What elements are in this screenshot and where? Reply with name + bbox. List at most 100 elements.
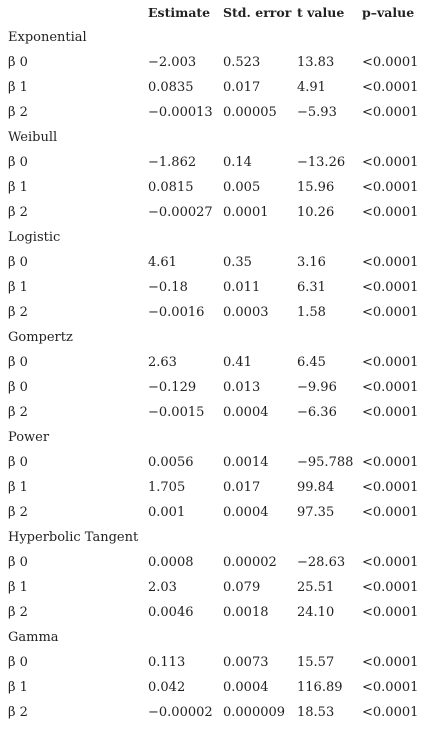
table-row: β 1 1.705 0.017 99.84 <0.0001 <box>0 475 430 500</box>
cell-parameter: β 2 <box>8 205 28 220</box>
cell-estimate: −0.00002 <box>148 705 213 720</box>
cell-parameter: β 2 <box>8 105 28 120</box>
cell-parameter: β 2 <box>8 705 28 720</box>
model-group-row: Gompertz <box>0 325 430 350</box>
cell-parameter: β 2 <box>8 405 28 420</box>
cell-parameter: β 2 <box>8 505 28 520</box>
cell-estimate: −1.862 <box>148 155 197 170</box>
cell-t-value: 4.91 <box>297 80 326 95</box>
cell-estimate: 0.113 <box>148 655 186 670</box>
cell-std-error: 0.0001 <box>223 205 269 220</box>
cell-std-error: 0.0073 <box>223 655 269 670</box>
cell-parameter: β 0 <box>8 455 28 470</box>
cell-std-error: 0.013 <box>223 380 261 395</box>
cell-estimate: −0.0015 <box>148 405 205 420</box>
cell-t-value: 116.89 <box>297 680 343 695</box>
cell-parameter: β 0 <box>8 555 28 570</box>
cell-p-value: <0.0001 <box>362 255 419 270</box>
cell-t-value: 25.51 <box>297 580 335 595</box>
cell-p-value: <0.0001 <box>362 480 419 495</box>
model-name: Exponential <box>8 30 87 45</box>
table-row: β 2 −0.00027 0.0001 10.26 <0.0001 <box>0 200 430 225</box>
cell-p-value: <0.0001 <box>362 155 419 170</box>
cell-t-value: 24.10 <box>297 605 335 620</box>
model-group-row: Hyperbolic Tangent <box>0 525 430 550</box>
table-row: β 2 −0.00002 0.000009 18.53 <0.0001 <box>0 700 430 725</box>
table-row: β 2 0.0046 0.0018 24.10 <0.0001 <box>0 600 430 625</box>
cell-std-error: 0.0004 <box>223 680 269 695</box>
cell-estimate: 1.705 <box>148 480 186 495</box>
table-row: β 0 −2.003 0.523 13.83 <0.0001 <box>0 50 430 75</box>
cell-estimate: −0.129 <box>148 380 197 395</box>
cell-parameter: β 2 <box>8 605 28 620</box>
cell-parameter: β 1 <box>8 80 28 95</box>
cell-t-value: −95.788 <box>297 455 354 470</box>
cell-estimate: 0.0056 <box>148 455 194 470</box>
cell-estimate: −0.00027 <box>148 205 213 220</box>
cell-t-value: 18.53 <box>297 705 335 720</box>
table-header-row: Estimate Std. error t value p–value <box>0 0 430 25</box>
cell-std-error: 0.0003 <box>223 305 269 320</box>
model-name: Gamma <box>8 630 59 645</box>
cell-parameter: β 1 <box>8 180 28 195</box>
cell-std-error: 0.0004 <box>223 505 269 520</box>
cell-t-value: 97.35 <box>297 505 335 520</box>
cell-p-value: <0.0001 <box>362 705 419 720</box>
table-row: β 0 4.61 0.35 3.16 <0.0001 <box>0 250 430 275</box>
cell-parameter: β 0 <box>8 355 28 370</box>
cell-estimate: 2.63 <box>148 355 177 370</box>
cell-p-value: <0.0001 <box>362 55 419 70</box>
table-row: β 0 −0.129 0.013 −9.96 <0.0001 <box>0 375 430 400</box>
cell-t-value: 1.58 <box>297 305 326 320</box>
cell-std-error: 0.00002 <box>223 555 277 570</box>
table-row: β 0 0.0056 0.0014 −95.788 <0.0001 <box>0 450 430 475</box>
cell-t-value: 3.16 <box>297 255 326 270</box>
model-name: Gompertz <box>8 330 73 345</box>
cell-t-value: 99.84 <box>297 480 335 495</box>
table-row: β 0 0.0008 0.00002 −28.63 <0.0001 <box>0 550 430 575</box>
cell-estimate: 0.042 <box>148 680 186 695</box>
model-group-row: Exponential <box>0 25 430 50</box>
cell-p-value: <0.0001 <box>362 280 419 295</box>
cell-parameter: β 1 <box>8 580 28 595</box>
table-row: β 1 0.042 0.0004 116.89 <0.0001 <box>0 675 430 700</box>
table-row: β 0 2.63 0.41 6.45 <0.0001 <box>0 350 430 375</box>
cell-p-value: <0.0001 <box>362 355 419 370</box>
model-name: Weibull <box>8 130 58 145</box>
cell-std-error: 0.0014 <box>223 455 269 470</box>
cell-estimate: 0.0008 <box>148 555 194 570</box>
table-row: β 0 0.113 0.0073 15.57 <0.0001 <box>0 650 430 675</box>
cell-parameter: β 0 <box>8 55 28 70</box>
cell-t-value: −28.63 <box>297 555 346 570</box>
table-row: β 2 −0.0016 0.0003 1.58 <0.0001 <box>0 300 430 325</box>
cell-t-value: 15.96 <box>297 180 335 195</box>
cell-p-value: <0.0001 <box>362 580 419 595</box>
cell-parameter: β 1 <box>8 680 28 695</box>
cell-estimate: 0.001 <box>148 505 186 520</box>
cell-std-error: 0.000009 <box>223 705 286 720</box>
cell-p-value: <0.0001 <box>362 655 419 670</box>
cell-p-value: <0.0001 <box>362 455 419 470</box>
cell-t-value: −5.93 <box>297 105 337 120</box>
cell-p-value: <0.0001 <box>362 180 419 195</box>
cell-estimate: −0.18 <box>148 280 188 295</box>
cell-t-value: −9.96 <box>297 380 337 395</box>
cell-std-error: 0.017 <box>223 80 261 95</box>
table-row: β 1 0.0815 0.005 15.96 <0.0001 <box>0 175 430 200</box>
header-p-value: p–value <box>362 5 415 20</box>
cell-p-value: <0.0001 <box>362 555 419 570</box>
table-row: β 1 −0.18 0.011 6.31 <0.0001 <box>0 275 430 300</box>
table-row: β 1 0.0835 0.017 4.91 <0.0001 <box>0 75 430 100</box>
table-row: β 0 −1.862 0.14 −13.26 <0.0001 <box>0 150 430 175</box>
table-row: β 1 2.03 0.079 25.51 <0.0001 <box>0 575 430 600</box>
cell-t-value: 13.83 <box>297 55 335 70</box>
header-t-value: t value <box>297 5 345 20</box>
cell-std-error: 0.005 <box>223 180 261 195</box>
cell-std-error: 0.017 <box>223 480 261 495</box>
model-name: Hyperbolic Tangent <box>8 530 139 545</box>
cell-estimate: −2.003 <box>148 55 197 70</box>
cell-std-error: 0.0004 <box>223 405 269 420</box>
cell-std-error: 0.00005 <box>223 105 277 120</box>
